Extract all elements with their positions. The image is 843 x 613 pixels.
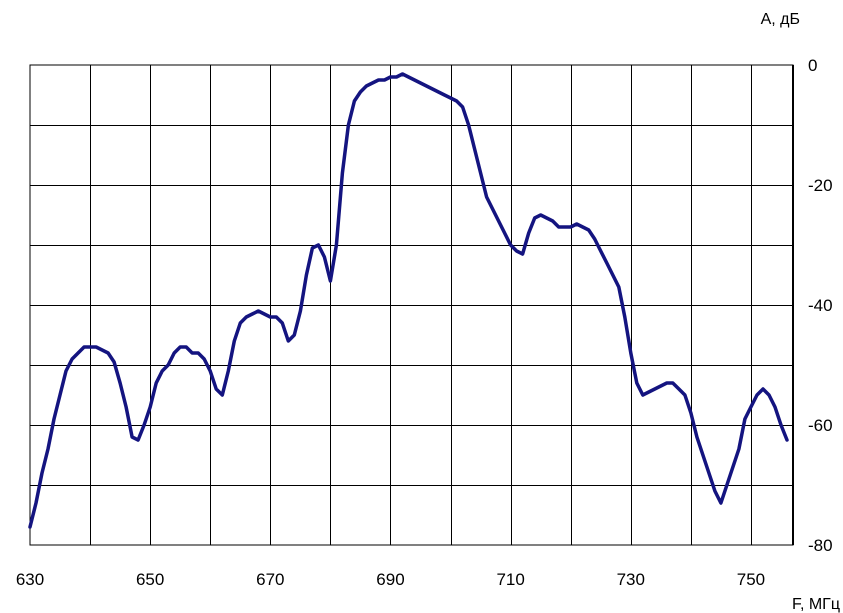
x-tick-label: 690 [376,570,404,589]
series-line [28,72,789,529]
x-tick-label: 670 [256,570,284,589]
x-axis-label: F, МГц [792,596,840,613]
x-tick-label: 710 [496,570,524,589]
y-axis-label: А, дБ [761,11,800,28]
y-tick-label: -40 [808,296,833,315]
x-tick-labels: 630 650 670 690 710 730 750 [16,570,765,589]
x-tick-label: 750 [737,570,765,589]
y-tick-labels: 0 -20 -40 -60 -80 [808,56,833,555]
x-tick-label: 630 [16,570,44,589]
x-tick-label: 730 [617,570,645,589]
x-tick-label: 650 [136,570,164,589]
y-tick-label: 0 [808,56,817,75]
grid-lines [30,65,793,545]
y-tick-label: -80 [808,536,833,555]
y-tick-label: -20 [808,176,833,195]
y-tick-label: -60 [808,416,833,435]
